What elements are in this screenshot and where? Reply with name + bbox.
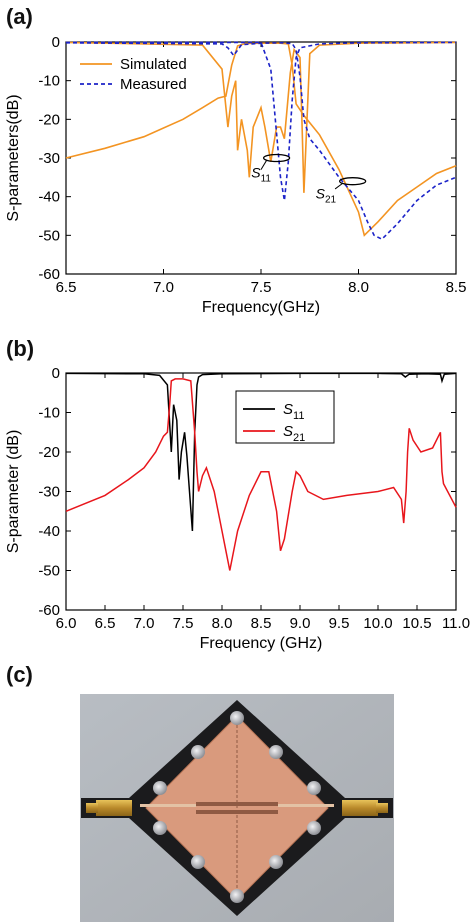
- chart-b-s21-line: [65, 378, 457, 571]
- chart-b: 6.0 6.5 7.0 7.5 8.0 8.5 9.0 9.5 10.0 10.5 11.0 0 -10…: [5, 365, 470, 652]
- chart-a-y-tick-label: 0: [52, 34, 60, 51]
- sma-connector-right: [342, 800, 388, 816]
- chart-a-x-axis-label: Frequency(GHz): [202, 299, 320, 316]
- chart-a-simulated-s11-line: [65, 41, 457, 193]
- chart-b-x-tick-label: 6.5: [95, 615, 116, 632]
- chart-a-legend-label-simulated: Simulated: [120, 56, 187, 73]
- chart-a-measured-s21-line: [65, 41, 457, 241]
- chart-a-y-tick-label: -40: [38, 189, 60, 206]
- panel-label-a: (a): [6, 4, 33, 29]
- chart-a-annotation-s11: S11: [251, 164, 271, 184]
- chart-a-y-tick-label: -50: [38, 227, 60, 244]
- chart-b-x-tick-label: 9.0: [290, 615, 311, 632]
- chart-a-y-axis-label: S-parameters(dB): [5, 94, 22, 221]
- chart-a-x-tick-label: 6.5: [56, 279, 77, 296]
- chart-b-y-tick-label: -30: [38, 484, 60, 501]
- mounting-screws: [153, 711, 321, 903]
- chart-a-x-tick-label: 8.0: [348, 279, 369, 296]
- chart-b-x-tick-label: 11.0: [442, 615, 470, 632]
- chart-b-x-tick-label: 7.5: [173, 615, 194, 632]
- chart-a-s21-pointer: [334, 182, 344, 190]
- chart-b-x-tick-label: 7.0: [134, 615, 155, 632]
- chart-b-x-tick-label: 10.5: [402, 615, 431, 632]
- chart-a-legend-label-measured: Measured: [120, 76, 187, 93]
- chart-b-legend-box: [235, 390, 335, 444]
- chart-a-y-tick-label: -20: [38, 111, 60, 128]
- chart-b-x-tick-label: 10.0: [363, 615, 392, 632]
- chart-a-x-tick-label: 8.5: [446, 279, 467, 296]
- chart-a-s11-marker-ellipse: [262, 153, 291, 163]
- chart-a-y-tick-label: -10: [38, 73, 60, 90]
- chart-b-y-tick-label: -40: [38, 523, 60, 540]
- chart-b-y-tick-label: 0: [52, 365, 60, 382]
- chart-b-x-tick-label: 8.5: [251, 615, 272, 632]
- chart-b-x-axis-label: Frequency (GHz): [200, 635, 323, 652]
- panel-label-c: (c): [6, 662, 33, 687]
- chart-b-x-tick-label: 8.0: [212, 615, 233, 632]
- chart-b-y-tick-label: -10: [38, 405, 60, 422]
- chart-a-x-tick-label: 7.5: [251, 279, 272, 296]
- chart-a: 6.5 7.0 7.5 8.0 8.5 0 -10 -20 -30 -40 -50 -60 Freque…: [5, 34, 467, 316]
- chart-b-y-tick-label: -60: [38, 602, 60, 619]
- chart-a-annotation-s21: S21: [316, 186, 337, 206]
- chart-a-s11-pointer: [260, 159, 268, 170]
- sma-connector-left: [86, 800, 132, 816]
- chart-a-s21-marker-ellipse: [338, 177, 367, 186]
- chart-a-y-tick-label: -30: [38, 150, 60, 167]
- chart-a-y-tick-label: -60: [38, 266, 60, 283]
- filter-photo: [80, 694, 394, 922]
- chart-b-x-tick-label: 9.5: [329, 615, 350, 632]
- chart-b-x-tick-label: 6.0: [56, 615, 77, 632]
- chart-b-y-tick-label: -20: [38, 444, 60, 461]
- chart-a-x-tick-label: 7.0: [153, 279, 174, 296]
- chart-a-measured-s11-line: [66, 41, 457, 201]
- chart-b-y-axis-label: S-parameter (dB): [5, 430, 22, 554]
- chart-b-y-tick-label: -50: [38, 563, 60, 580]
- panel-label-b: (b): [6, 336, 35, 361]
- pcb-board: [81, 700, 393, 916]
